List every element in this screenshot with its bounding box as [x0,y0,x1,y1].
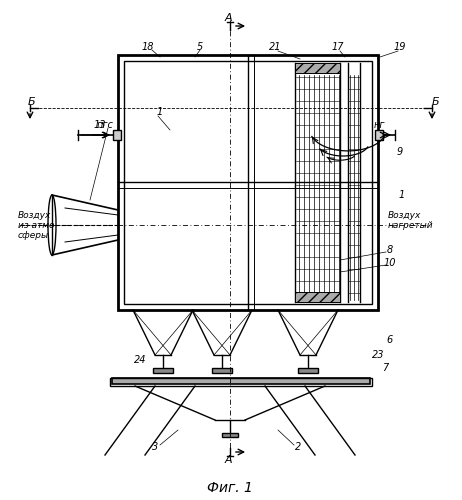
Bar [375,130,383,140]
Text: 24: 24 [134,355,146,365]
Bar [295,292,340,302]
Bar [222,433,238,437]
Text: 19: 19 [394,42,406,52]
Text: 8: 8 [387,245,393,255]
Text: нагретый: нагретый [388,220,434,230]
Bar [113,130,121,140]
Text: 13: 13 [94,120,106,130]
Text: 21: 21 [269,42,281,52]
Text: Б: Б [28,97,36,107]
Text: 7: 7 [382,363,388,373]
Text: из атмо-: из атмо- [18,220,58,230]
Bar [298,368,318,373]
Text: Б: Б [432,97,440,107]
Text: 1: 1 [157,107,163,117]
Text: 1: 1 [399,190,405,200]
Text: Фиг. 1: Фиг. 1 [207,481,253,495]
Bar [112,378,370,384]
Text: сферы: сферы [18,230,49,239]
Text: Воздух: Воздух [388,210,421,220]
Text: нг: нг [373,120,385,130]
Bar [212,368,232,373]
Bar [124,61,372,304]
Text: 2: 2 [295,442,301,452]
Text: 9: 9 [397,147,403,157]
Text: 17: 17 [332,42,344,52]
Text: А: А [224,13,232,23]
Text: Воздух: Воздух [18,210,51,220]
Text: 23: 23 [372,350,384,360]
Text: 3: 3 [152,442,158,452]
Text: 18: 18 [142,42,154,52]
Text: 5: 5 [197,42,203,52]
Bar [153,368,173,373]
Bar [110,378,372,386]
Text: А: А [224,455,232,465]
Text: 6: 6 [387,335,393,345]
Text: пгс: пгс [97,120,114,130]
Bar [118,55,378,310]
Bar [295,63,340,73]
Text: 10: 10 [384,258,396,268]
